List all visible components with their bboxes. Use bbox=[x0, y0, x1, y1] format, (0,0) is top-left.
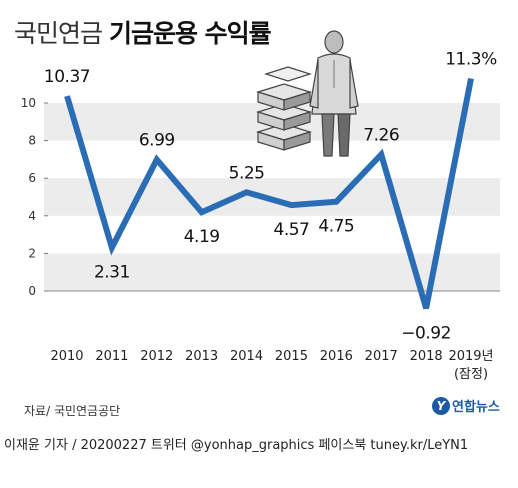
y-tick-label: 0 bbox=[28, 284, 36, 298]
data-label: 10.37 bbox=[44, 67, 90, 87]
data-label: 6.99 bbox=[139, 131, 175, 151]
credit-footer: 이재윤 기자 / 20200227 트위터 @yonhap_graphics 페… bbox=[4, 438, 469, 453]
data-label: −0.92 bbox=[401, 323, 451, 343]
x-tick-label: 2017 bbox=[365, 349, 398, 364]
x-tick-note: (잠정) bbox=[454, 367, 488, 382]
data-label: 2.31 bbox=[94, 263, 130, 283]
yonhap-logo-text: 연합뉴스 bbox=[452, 400, 500, 415]
series-line bbox=[64, 77, 474, 310]
x-tick-label: 2014 bbox=[230, 349, 263, 364]
yonhap-logo: Y 연합뉴스 bbox=[432, 396, 500, 415]
data-label: 4.19 bbox=[184, 227, 220, 247]
y-tick-label: 6 bbox=[28, 171, 36, 185]
source-note: 자료/ 국민연금공단 bbox=[24, 404, 121, 418]
x-tick-label: 2015 bbox=[275, 349, 308, 364]
x-tick-label: 2016 bbox=[320, 349, 353, 364]
y-tick-label: 4 bbox=[28, 209, 36, 223]
data-labels: 10.37 2.31 6.99 4.19 5.25 4.57 4.75 7.26 −0.92 11… bbox=[44, 50, 498, 344]
data-label: 11.3% bbox=[445, 50, 497, 70]
title-bold: 기금운용 수익률 bbox=[108, 19, 272, 48]
data-label: 7.26 bbox=[363, 126, 399, 146]
grid-band bbox=[44, 253, 500, 291]
pensioner-illustration-icon bbox=[255, 30, 359, 157]
yonhap-logo-icon: Y bbox=[432, 396, 450, 415]
line-chart: 0 2 4 6 8 10 2010 2011 2012 2013 2014 2015 2016 2017… bbox=[21, 30, 500, 382]
x-tick-label: 2018 bbox=[410, 349, 443, 364]
y-tick-label: 8 bbox=[28, 134, 36, 148]
data-label: 4.75 bbox=[318, 217, 354, 237]
chart-title: 국민연금 기금운용 수익률 bbox=[14, 14, 272, 50]
x-tick-label: 2010 bbox=[50, 349, 83, 364]
x-axis: 2010 2011 2012 2013 2014 2015 2016 2017 2018 2019… bbox=[50, 349, 493, 382]
x-tick-label: 2011 bbox=[95, 349, 128, 364]
data-label: 4.57 bbox=[274, 220, 310, 240]
title-light: 국민연금 bbox=[14, 19, 103, 48]
data-label: 5.25 bbox=[229, 163, 265, 183]
x-tick-label: 2019년 bbox=[448, 349, 493, 364]
y-tick-label: 10 bbox=[21, 96, 36, 110]
y-tick-label: 2 bbox=[28, 246, 36, 260]
x-tick-label: 2013 bbox=[185, 349, 218, 364]
x-tick-label: 2012 bbox=[140, 349, 173, 364]
